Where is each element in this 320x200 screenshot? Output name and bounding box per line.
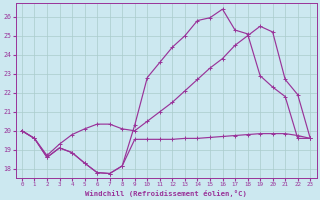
X-axis label: Windchill (Refroidissement éolien,°C): Windchill (Refroidissement éolien,°C) — [85, 190, 247, 197]
